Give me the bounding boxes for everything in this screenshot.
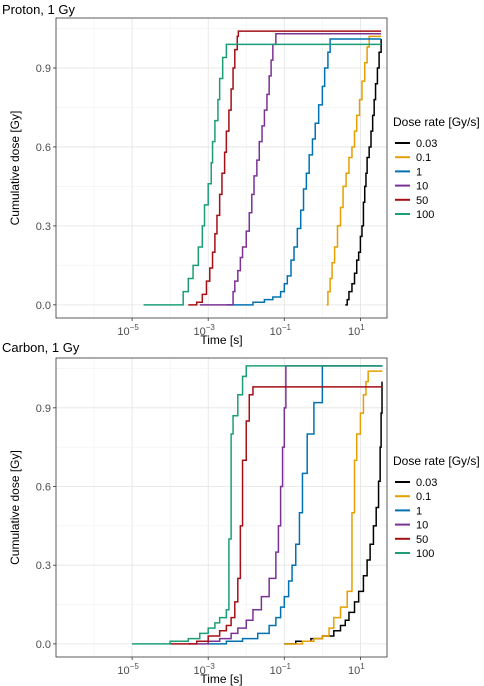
x-tick-label: 10−5 xyxy=(117,323,139,338)
x-axis-label: Time [s] xyxy=(200,672,242,686)
legend-label: 0.03 xyxy=(416,477,437,489)
gridlines xyxy=(56,358,387,657)
series-line-10 xyxy=(188,365,383,645)
y-tick-label: 0.6 xyxy=(36,142,51,154)
x-tick-exponent: −5 xyxy=(130,323,140,332)
x-tick-base: 10 xyxy=(348,326,360,338)
x-tick-exponent: −5 xyxy=(130,662,140,671)
series-group xyxy=(132,365,383,645)
legend-label: 0.1 xyxy=(416,152,431,164)
x-tick-label: 10−5 xyxy=(117,662,139,677)
y-tick-label: 0.3 xyxy=(36,560,51,572)
x-tick-base: 10 xyxy=(194,326,206,338)
x-tick-label: 10−1 xyxy=(270,323,292,338)
x-tick-base: 10 xyxy=(117,326,129,338)
series-line-1 xyxy=(226,38,382,306)
legend-title: Dose rate [Gy/s] xyxy=(393,454,480,468)
legend-label: 0.03 xyxy=(416,138,437,150)
x-tick-label: 10−3 xyxy=(194,662,216,677)
x-tick-exponent: 1 xyxy=(360,662,365,671)
legend-label: 1 xyxy=(416,505,422,517)
y-tick-label: 0.3 xyxy=(36,221,51,233)
series-line-0.1 xyxy=(284,370,383,645)
series-line-1 xyxy=(208,365,383,645)
x-tick-exponent: −3 xyxy=(206,323,216,332)
legend-label: 0.1 xyxy=(416,491,431,503)
x-tick-label: 10−3 xyxy=(194,323,216,338)
legend-label: 50 xyxy=(416,195,428,207)
y-axis-label: Cumulative dose [Gy] xyxy=(8,450,22,565)
chart-panel-2: Carbon, 1 Gy0.00.30.60.910−5 10−3 10−1 101T… xyxy=(2,340,480,686)
legend-label: 50 xyxy=(416,534,428,546)
x-tick-base: 10 xyxy=(270,665,282,677)
y-tick-label: 0.9 xyxy=(36,63,51,75)
x-tick-base: 10 xyxy=(117,665,129,677)
x-tick-exponent: −3 xyxy=(206,662,216,671)
legend-label: 10 xyxy=(416,181,428,193)
x-tick-label: 10−1 xyxy=(270,662,292,677)
x-tick-exponent: −1 xyxy=(282,662,292,671)
x-tick-base: 10 xyxy=(194,665,206,677)
y-axis-label: Cumulative dose [Gy] xyxy=(8,111,22,226)
series-line-100 xyxy=(143,43,382,306)
series-line-50 xyxy=(188,30,382,306)
legend: Dose rate [Gy/s] 0.03 0.1 1 10 50 100 xyxy=(393,115,480,221)
chart-title: Carbon, 1 Gy xyxy=(2,340,80,355)
chart-panel-1: Proton, 1 Gy0.00.30.60.910−5 10−3 10−1 101T… xyxy=(2,2,480,347)
series-line-50 xyxy=(170,386,383,645)
y-tick-label: 0.0 xyxy=(36,300,51,312)
legend-title: Dose rate [Gy/s] xyxy=(393,115,480,129)
x-tick-base: 10 xyxy=(348,665,360,677)
x-tick-label: 101 xyxy=(348,662,365,677)
x-tick-label: 101 xyxy=(348,323,365,338)
plot-area xyxy=(56,18,387,318)
legend: Dose rate [Gy/s] 0.03 0.1 1 10 50 100 xyxy=(393,454,480,560)
plot-border xyxy=(55,17,388,319)
y-tick-label: 0.6 xyxy=(36,482,51,494)
x-tick-exponent: 1 xyxy=(360,323,365,332)
y-tick-label: 0.0 xyxy=(36,639,51,651)
y-tick-label: 0.9 xyxy=(36,403,51,415)
series-group xyxy=(143,30,382,306)
series-line-0.1 xyxy=(326,35,382,306)
legend-label: 100 xyxy=(416,209,434,221)
legend-label: 100 xyxy=(416,548,434,560)
x-tick-base: 10 xyxy=(270,326,282,338)
x-axis-label: Time [s] xyxy=(200,333,242,347)
legend-label: 1 xyxy=(416,166,422,178)
chart-title: Proton, 1 Gy xyxy=(2,2,75,17)
series-line-0.03 xyxy=(345,39,382,306)
plot-border xyxy=(55,357,388,658)
plot-area xyxy=(56,358,387,657)
x-tick-exponent: −1 xyxy=(282,323,292,332)
series-line-100 xyxy=(132,365,383,645)
legend-label: 10 xyxy=(416,520,428,532)
series-line-10 xyxy=(199,33,382,306)
